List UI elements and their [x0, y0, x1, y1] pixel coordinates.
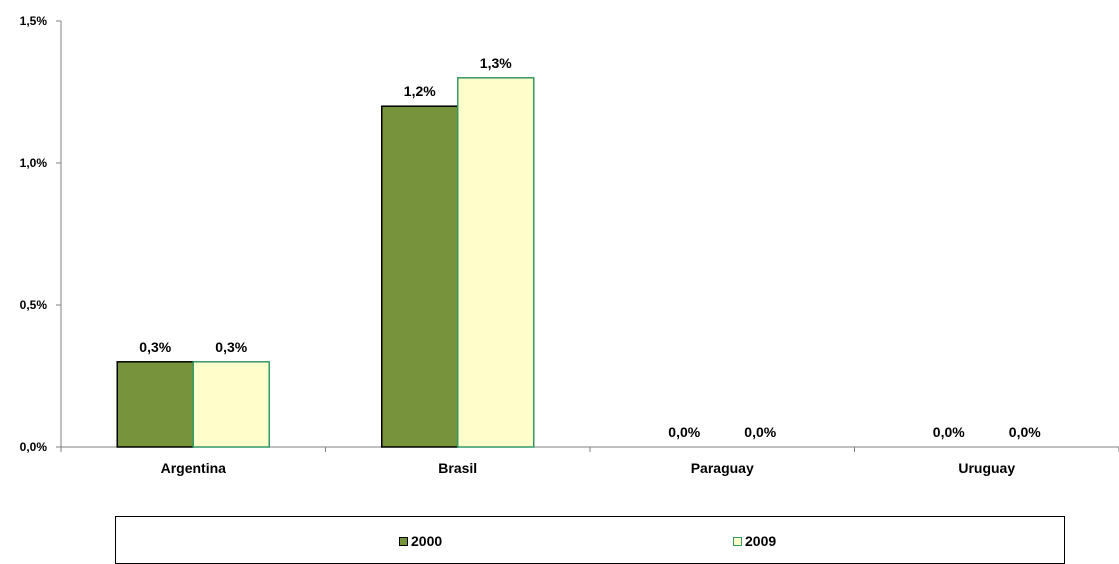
- x-tick-label: Argentina: [161, 460, 227, 476]
- x-tick-label: Uruguay: [958, 460, 1015, 476]
- data-label: 1,2%: [404, 83, 436, 99]
- y-tick-label: 0,0%: [20, 440, 48, 454]
- y-tick-label: 0,5%: [20, 298, 48, 312]
- x-tick-label: Brasil: [438, 460, 477, 476]
- legend-swatch-2009: [733, 536, 742, 546]
- legend: 2000 2009: [115, 516, 1065, 564]
- bar-2009-brasil: [457, 77, 535, 448]
- legend-label-2009: 2009: [745, 533, 777, 549]
- legend-label-2000: 2000: [411, 533, 443, 549]
- data-label: 0,0%: [1009, 424, 1041, 440]
- bar-2000-argentina: [116, 361, 194, 448]
- legend-item-2009: 2009: [733, 533, 776, 549]
- bar-chart: 0,0% 0,5% 1,0% 1,5% Argentina Brasil Paraguay…: [20, 14, 1119, 476]
- data-label: 0,3%: [215, 339, 247, 355]
- y-axis: 0,0% 0,5% 1,0% 1,5%: [20, 14, 62, 454]
- bar-2000-brasil: [381, 105, 459, 448]
- y-tick-label: 1,5%: [20, 14, 48, 28]
- data-label: 1,3%: [480, 55, 512, 71]
- legend-swatch-2000: [399, 536, 408, 546]
- data-labels: 0,3% 0,3% 1,2% 1,3% 0,0% 0,0% 0,0% 0,0%: [139, 55, 1041, 440]
- y-tick-label: 1,0%: [20, 156, 48, 170]
- data-label: 0,0%: [744, 424, 776, 440]
- bars: [116, 77, 535, 448]
- bar-2009-argentina: [192, 361, 270, 448]
- data-label: 0,3%: [139, 339, 171, 355]
- legend-item-2000: 2000: [399, 533, 442, 549]
- data-label: 0,0%: [668, 424, 700, 440]
- x-tick-label: Paraguay: [691, 460, 754, 476]
- x-axis: Argentina Brasil Paraguay Uruguay: [60, 446, 1119, 476]
- data-label: 0,0%: [933, 424, 965, 440]
